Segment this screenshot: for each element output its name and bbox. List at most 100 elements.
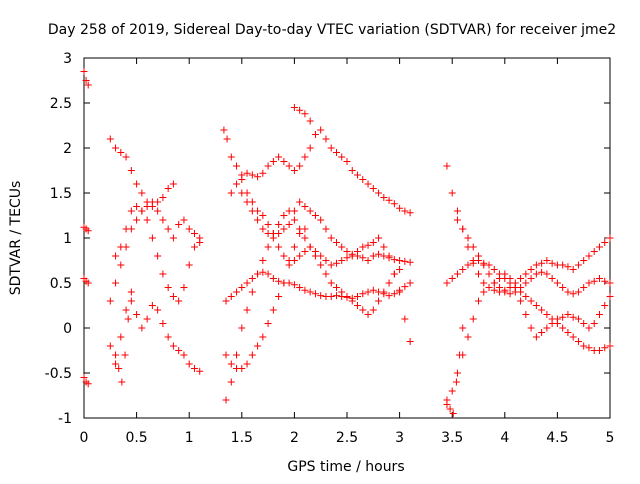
chart-title: Day 258 of 2019, Sidereal Day-to-day VTE… <box>48 22 616 38</box>
data-point <box>259 268 267 276</box>
data-point <box>380 252 388 260</box>
data-point <box>390 270 398 278</box>
data-point <box>522 270 530 278</box>
data-point <box>343 158 351 165</box>
data-point <box>406 258 414 266</box>
data-point <box>601 302 609 309</box>
data-point <box>456 351 464 359</box>
data-point <box>115 365 123 372</box>
series-arc-c <box>80 275 92 287</box>
data-point <box>243 279 251 287</box>
data-point <box>390 256 398 264</box>
series-arc-e <box>106 135 177 210</box>
data-point <box>459 324 467 332</box>
data-point <box>364 288 372 296</box>
data-point <box>275 221 283 228</box>
data-point <box>285 221 293 228</box>
data-point <box>80 374 88 381</box>
data-point <box>175 297 183 305</box>
data-point <box>169 293 177 300</box>
data-point <box>548 259 556 267</box>
data-point <box>385 254 393 262</box>
data-point <box>580 320 588 327</box>
data-point <box>585 344 593 352</box>
data-point <box>327 261 335 269</box>
y-axis-label: SDTVAR / TECUs <box>8 181 24 296</box>
data-point <box>532 270 540 278</box>
x-tick-label: 5 <box>606 430 615 446</box>
data-point <box>501 288 509 296</box>
data-point <box>317 126 325 134</box>
data-point <box>453 207 461 215</box>
data-point <box>443 162 451 170</box>
data-point <box>296 252 304 260</box>
data-point <box>380 243 388 251</box>
data-point <box>517 284 525 291</box>
data-point <box>164 284 172 291</box>
data-point <box>574 338 582 345</box>
data-point <box>275 277 283 285</box>
data-point <box>117 333 125 341</box>
data-point <box>569 290 577 298</box>
y-tick-label: 1 <box>63 231 72 247</box>
data-point <box>127 297 135 305</box>
data-point <box>301 203 309 210</box>
data-point <box>311 290 319 298</box>
data-point <box>233 351 241 359</box>
data-point <box>159 216 167 224</box>
series-arc-i <box>112 288 135 386</box>
data-point <box>501 270 509 278</box>
data-point <box>269 275 277 282</box>
data-point <box>322 135 330 143</box>
series-arc-u <box>443 324 467 417</box>
data-point <box>143 315 151 323</box>
data-point <box>327 144 335 152</box>
data-point <box>338 257 346 264</box>
data-point <box>517 297 525 305</box>
data-point <box>332 149 340 156</box>
data-point <box>133 311 141 318</box>
data-point <box>443 279 451 287</box>
data-point <box>453 216 461 224</box>
data-point <box>306 288 314 296</box>
data-point <box>233 180 241 188</box>
data-point <box>580 284 588 291</box>
data-point <box>185 261 193 269</box>
data-point <box>124 315 132 323</box>
data-point <box>296 198 304 206</box>
data-point <box>159 320 167 327</box>
data-point <box>385 279 393 287</box>
data-point <box>364 311 372 318</box>
data-point <box>82 77 90 84</box>
data-point <box>522 311 530 318</box>
x-tick-label: 2 <box>290 430 299 446</box>
data-point <box>296 106 304 114</box>
series-arc-m <box>222 268 414 305</box>
data-point <box>264 221 272 228</box>
data-point <box>369 185 377 192</box>
data-point <box>290 257 298 264</box>
data-point <box>401 283 409 291</box>
x-tick-label: 1 <box>185 430 194 446</box>
data-point <box>118 378 126 386</box>
data-point <box>606 293 614 300</box>
data-point <box>348 167 356 174</box>
data-points <box>80 68 614 417</box>
data-point <box>480 288 488 296</box>
data-point <box>464 234 472 242</box>
data-point <box>106 342 114 350</box>
data-point <box>332 259 340 267</box>
data-point <box>364 180 372 188</box>
data-point <box>196 367 204 375</box>
data-point <box>238 189 246 197</box>
x-tick-label: 0.5 <box>125 430 147 446</box>
y-tick-label: 1.5 <box>50 186 72 202</box>
data-point <box>280 158 288 165</box>
data-point <box>527 266 535 273</box>
data-point <box>606 279 614 287</box>
data-point <box>280 279 288 287</box>
data-point <box>301 248 309 255</box>
data-point <box>448 275 456 282</box>
data-point <box>317 292 325 300</box>
data-point <box>290 281 298 289</box>
